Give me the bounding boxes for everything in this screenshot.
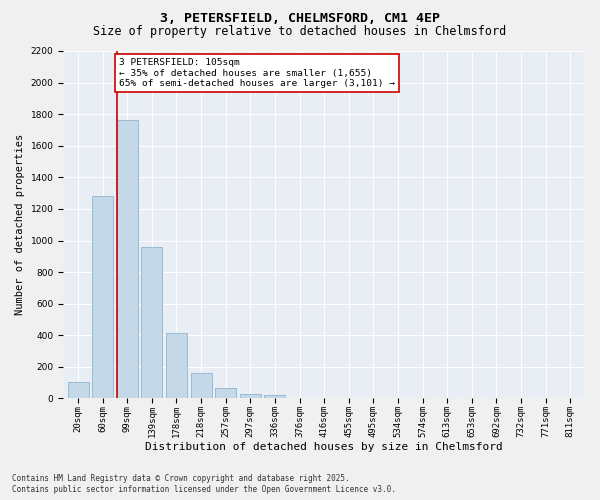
Y-axis label: Number of detached properties: Number of detached properties — [15, 134, 25, 316]
Bar — [240, 394, 261, 398]
Bar — [117, 120, 138, 398]
Bar — [142, 247, 163, 398]
Bar — [215, 388, 236, 398]
Bar — [68, 382, 89, 398]
Bar — [166, 333, 187, 398]
X-axis label: Distribution of detached houses by size in Chelmsford: Distribution of detached houses by size … — [145, 442, 503, 452]
Text: 3, PETERSFIELD, CHELMSFORD, CM1 4EP: 3, PETERSFIELD, CHELMSFORD, CM1 4EP — [160, 12, 440, 26]
Text: Size of property relative to detached houses in Chelmsford: Size of property relative to detached ho… — [94, 25, 506, 38]
Bar — [265, 396, 286, 398]
Text: 3 PETERSFIELD: 105sqm
← 35% of detached houses are smaller (1,655)
65% of semi-d: 3 PETERSFIELD: 105sqm ← 35% of detached … — [119, 58, 395, 88]
Bar — [191, 373, 212, 398]
Bar — [92, 196, 113, 398]
Text: Contains HM Land Registry data © Crown copyright and database right 2025.
Contai: Contains HM Land Registry data © Crown c… — [12, 474, 396, 494]
